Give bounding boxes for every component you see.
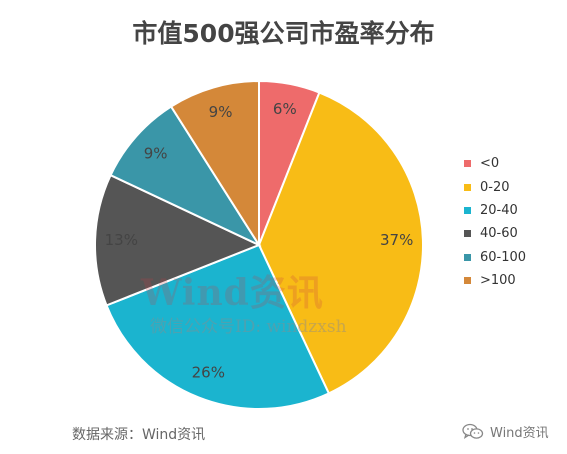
- legend-item: 60-100: [464, 246, 526, 269]
- brand-text: Wind资讯: [490, 426, 549, 441]
- legend-item: 0-20: [464, 175, 526, 198]
- legend-swatch: [464, 160, 471, 168]
- slice-label-1: 6%: [273, 100, 297, 118]
- watermark: Wind资讯: [141, 272, 324, 314]
- legend-swatch: [464, 183, 471, 191]
- pie-slice-3: [105, 243, 331, 410]
- legend-item: 40-60: [464, 222, 526, 245]
- slice-label-4: 13%: [105, 231, 138, 249]
- legend-label: 60-100: [480, 249, 527, 265]
- pie-slice-5: [109, 105, 262, 248]
- watermark-sub: 微信公众号ID: windzxsh: [150, 317, 347, 337]
- source-note: 数据来源：Wind资讯: [72, 427, 206, 443]
- legend-swatch: [464, 206, 471, 214]
- wechat-icon: [462, 423, 484, 439]
- pie-slice-2: [257, 91, 424, 395]
- legend-label: 20-40: [480, 202, 518, 218]
- legend: <0 0-20 20-40 40-60 60-100 >100: [464, 152, 526, 292]
- slice-label-5: 9%: [144, 144, 168, 162]
- legend-label: 40-60: [480, 226, 518, 242]
- legend-item: >100: [464, 269, 526, 292]
- legend-swatch: [464, 253, 471, 261]
- brand: Wind资讯: [462, 422, 549, 441]
- legend-item: 20-40: [464, 199, 526, 222]
- pie-slice-6: [169, 79, 260, 249]
- legend-label: 0-20: [480, 179, 510, 195]
- legend-label: <0: [480, 156, 500, 172]
- slice-label-2: 37%: [380, 231, 413, 249]
- pie-slice-4: [94, 173, 262, 307]
- slice-label-3: 26%: [192, 364, 225, 382]
- slice-label-6: 9%: [209, 103, 233, 121]
- legend-label: >100: [480, 273, 516, 289]
- legend-swatch: [464, 277, 471, 285]
- legend-swatch: [464, 230, 471, 238]
- legend-item: <0: [464, 152, 526, 175]
- chart-title: 市值500强公司市盈率分布: [132, 19, 435, 48]
